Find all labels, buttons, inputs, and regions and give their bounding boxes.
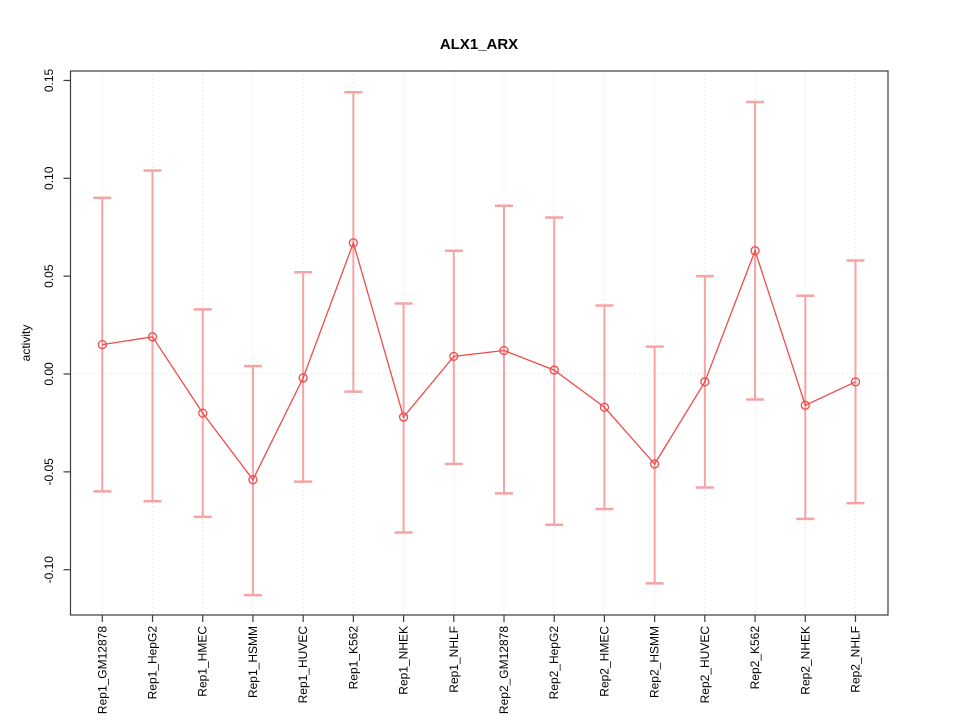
data-point-Rep1_HepG2	[147, 332, 158, 342]
chart-title: ALX1_ARX	[439, 36, 519, 53]
y-tick-label: 0.05	[42, 264, 56, 288]
data-point-Rep2_HUVEC	[700, 377, 710, 387]
y-tick-label: 0.15	[42, 68, 56, 92]
x-tick-label: Rep1_NHLF	[447, 626, 461, 693]
series-line	[102, 240, 856, 481]
data-point-Rep2_GM12878	[499, 345, 509, 356]
x-tick-label: Rep1_K562	[346, 626, 360, 690]
data-point-Rep2_NHEK	[800, 400, 810, 410]
data-point-Rep2_NHLF	[850, 377, 861, 387]
x-tick-label: Rep2_HUVEC	[698, 626, 712, 704]
y-tick-label: 0.10	[42, 166, 56, 190]
data-point-Rep2_K562	[750, 246, 760, 256]
y-tick-label: -0.05	[42, 458, 56, 486]
x-tick-label: Rep2_NHLF	[848, 626, 862, 693]
data-point-Rep1_NHLF	[449, 351, 459, 362]
x-tick-label: Rep2_HMEC	[597, 626, 611, 697]
data-point-Rep1_HUVEC	[298, 373, 308, 383]
data-point-Rep1_HSMM	[248, 475, 258, 485]
x-tick-label: Rep1_HSMM	[246, 626, 260, 698]
x-tick-label: Rep2_GM12878	[497, 626, 511, 714]
data-point-Rep2_HepG2	[549, 365, 559, 375]
x-tick-label: Rep2_HepG2	[547, 626, 561, 700]
x-tick-label: Rep2_HSMM	[648, 626, 662, 698]
data-point-Rep1_GM12878	[97, 339, 107, 350]
data-point-Rep1_HMEC	[198, 408, 208, 418]
x-tick-label: Rep1_HepG2	[146, 626, 160, 700]
data-point-Rep1_K562	[348, 238, 359, 248]
y-tick-label: -0.10	[42, 556, 56, 584]
x-tick-label: Rep1_HMEC	[196, 626, 210, 697]
x-tick-label: Rep1_HUVEC	[296, 626, 310, 704]
data-point-Rep2_HSMM	[649, 459, 660, 469]
x-tick-label: Rep1_NHEK	[397, 626, 411, 695]
x-tick-label: Rep2_K562	[748, 626, 762, 690]
data-point-Rep2_HMEC	[599, 402, 610, 412]
plot-box	[69, 70, 889, 616]
x-tick-label: Rep1_GM12878	[95, 626, 109, 714]
y-tick-label: 0.00	[42, 362, 56, 386]
x-tick-label: Rep2_NHEK	[798, 626, 812, 695]
data-point-Rep1_NHEK	[398, 412, 409, 422]
